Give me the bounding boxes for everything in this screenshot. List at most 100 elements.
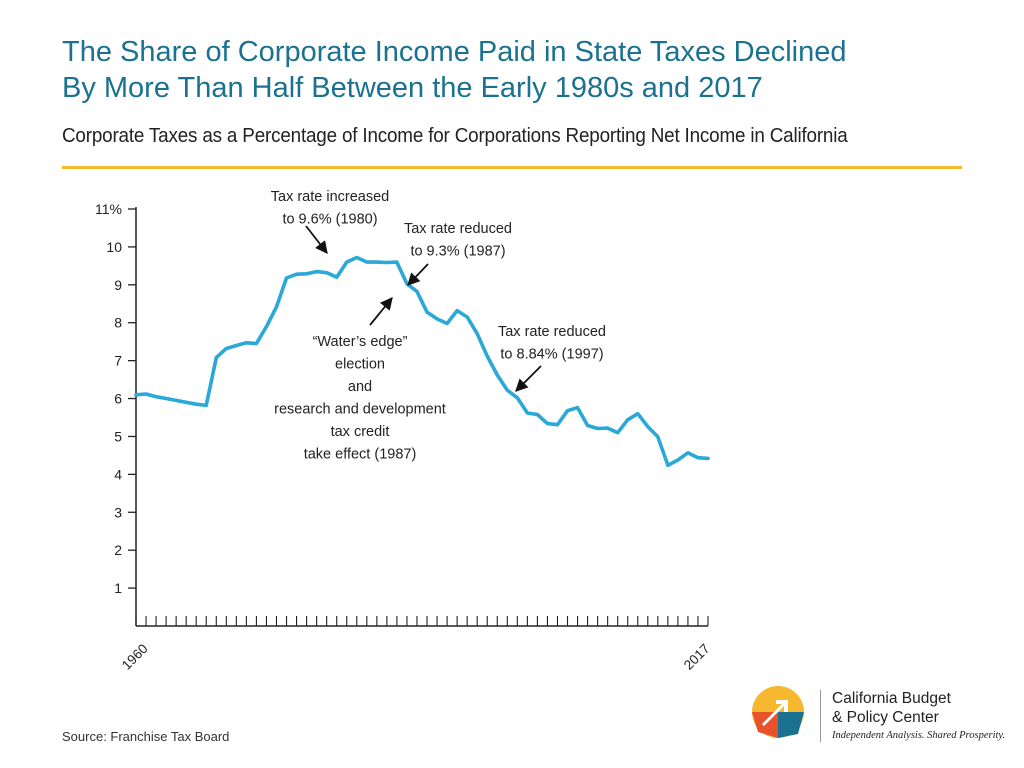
data-point-1990 [436,318,438,320]
data-point-1992 [456,309,458,312]
y-tick-label-7: 7 [114,353,122,369]
annotation-4: Tax rate reduced to 8.84% (1997) [498,324,606,392]
data-point-2006 [596,427,599,430]
annotation-1-line-2: to 9.6% (1980) [282,212,377,228]
data-point-2003 [566,409,569,412]
annotation-1: Tax rate increased to 9.6% (1980) [271,189,389,254]
series-line-0 [134,255,710,468]
data-point-1997 [506,389,509,392]
data-point-1982 [355,256,358,259]
data-point-1972 [255,342,258,345]
data-point-1993 [466,316,468,318]
y-tick-label-2: 2 [114,542,122,558]
data-point-1973 [265,325,268,328]
data-point-1991 [446,322,448,325]
data-point-1988 [416,290,418,293]
data-point-1994 [476,332,478,335]
data-point-1970 [235,344,238,347]
data-point-2001 [546,422,549,425]
data-point-2008 [616,431,619,434]
data-point-1978 [315,270,318,273]
y-tick-label-6: 6 [114,391,122,407]
data-point-1979 [325,271,328,274]
data-point-2000 [536,413,539,416]
logo-shape-teal [778,712,804,738]
annotation-3-line-3: and [348,379,372,395]
data-point-1971 [245,342,248,344]
chart-subtitle: Corporate Taxes as a Percentage of Incom… [62,124,848,147]
chart-title: The Share of Corporate Income Paid in St… [62,34,1002,106]
series-layer [134,255,710,468]
y-tick-label-4: 4 [114,466,122,482]
annotation-4-line-1: Tax rate reduced [498,324,606,340]
data-point-2017 [707,457,709,460]
logo-tagline: Independent Analysis. Shared Prosperity. [832,730,1006,741]
y-tick-label-10: 10 [106,239,122,255]
data-point-1966 [195,403,198,406]
data-point-1960 [135,393,137,396]
data-point-1976 [295,273,298,276]
annotation-3-line-4: research and development [274,402,446,418]
x-tick-label-end: 2017 [681,641,713,673]
data-point-1964 [175,399,177,402]
annotation-4-line-2: to 8.84% (1997) [500,347,603,363]
data-point-1967 [205,404,208,407]
annotation-1-arrow [305,225,328,254]
data-point-2014 [677,459,679,461]
x-tick-label-start: 1960 [119,641,151,673]
data-point-1998 [516,396,519,399]
data-point-2011 [646,425,649,428]
data-point-1974 [275,306,278,308]
annotation-3-line-5: tax credit [331,424,390,440]
data-point-1995 [486,355,489,357]
chart-axes: 1 2 3 4 5 6 7 8 9 10 11% 1960 2017 [95,201,713,673]
y-tick-label-3: 3 [114,504,122,520]
y-tick-label-1: 1 [114,580,122,596]
data-point-1962 [155,395,157,398]
annotation-3-line-1: “Water’s edge” [313,334,408,350]
data-point-1984 [376,261,378,263]
data-point-1961 [145,393,147,395]
data-point-1989 [426,311,428,313]
logo-mark [752,686,804,738]
data-point-1965 [185,401,187,404]
annotation-3: “Water’s edge” election and research and de… [274,297,446,463]
annotation-3-arrow [369,297,393,326]
data-point-2013 [667,464,669,467]
annotation-2-line-2: to 9.3% (1987) [410,244,505,260]
chart-title-line-1: The Share of Corporate Income Paid in St… [62,36,847,68]
logo-name-line-1: California Budget [832,690,951,707]
title-divider [62,166,962,169]
y-tick-label-11: 11% [95,201,122,217]
data-point-1969 [225,347,228,350]
annotation-4-arrow [515,365,542,392]
data-point-2002 [556,423,559,426]
data-point-1983 [366,261,368,263]
annotation-2-arrow [407,263,429,286]
data-point-1977 [305,273,308,275]
annotation-2: Tax rate reduced to 9.3% (1987) [404,221,512,286]
data-point-1975 [285,277,288,279]
chart-title-line-2: By More Than Half Between the Early 1980… [62,72,763,104]
data-point-2010 [636,412,639,415]
data-point-2009 [626,418,629,421]
data-point-1996 [496,374,499,376]
data-point-2016 [697,456,699,459]
source-note: Source: Franchise Tax Board [62,729,230,744]
annotation-2-line-1: Tax rate reduced [404,221,512,237]
annotation-1-line-1: Tax rate increased [271,189,389,205]
data-point-2005 [586,424,589,427]
data-point-1981 [345,261,348,263]
data-point-1980 [335,276,338,279]
data-point-2012 [657,436,659,438]
data-point-1985 [386,261,388,264]
y-tick-label-8: 8 [114,315,122,331]
annotation-3-line-6: take effect (1987) [304,447,417,463]
logo-arrow-white [762,700,788,726]
data-point-1963 [165,397,167,400]
data-point-2007 [606,427,609,429]
logo-name-line-2: & Policy Center [832,709,939,726]
data-point-1968 [215,356,218,359]
